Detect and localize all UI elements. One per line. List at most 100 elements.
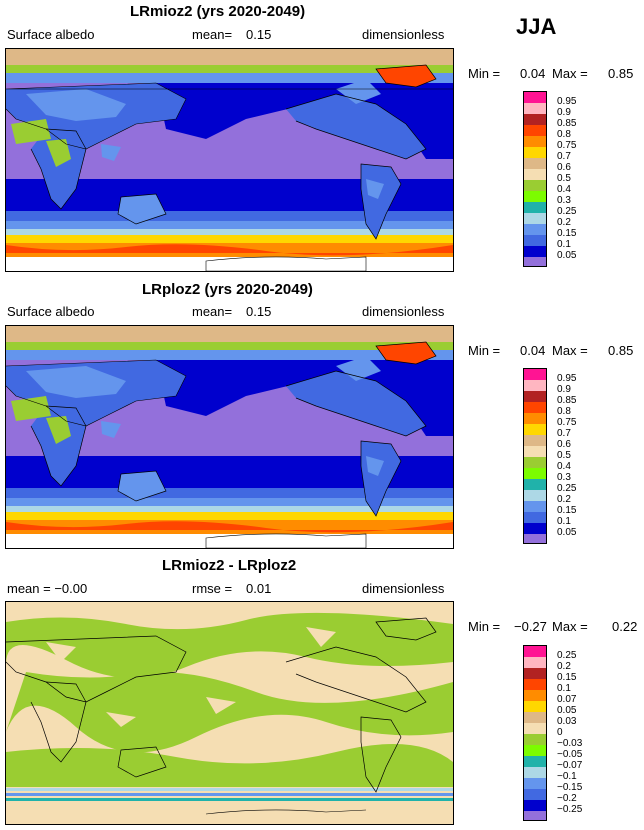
panel1-min-label: Min =	[468, 66, 501, 81]
legend1-label: 0.25	[557, 206, 577, 217]
panel1-map	[5, 48, 454, 272]
legend3-label: 0.1	[557, 683, 571, 694]
panel1-units: dimensionless	[362, 27, 445, 42]
legend1-swatch	[524, 257, 546, 266]
legend3-swatch	[524, 767, 546, 778]
legend3-swatch	[524, 690, 546, 701]
legend2-label: 0.05	[557, 527, 577, 538]
panel3-map	[5, 601, 454, 825]
legend1-swatch	[524, 125, 546, 136]
legend2-label: 0.2	[557, 494, 571, 505]
legend3-label: −0.2	[557, 793, 577, 804]
panel2-min-value: 0.04	[520, 343, 546, 358]
legend3-label: −0.05	[557, 749, 583, 760]
panel2-max-label: Max =	[552, 343, 588, 358]
legend3-swatch	[524, 657, 546, 668]
legend3-label: 0	[557, 727, 563, 738]
legend3-swatch	[524, 723, 546, 734]
panel1-variable-label: Surface albedo	[7, 27, 95, 42]
legend1-swatch	[524, 191, 546, 202]
panel2-title: LRploz2 (yrs 2020-2049)	[142, 281, 313, 298]
legend1-swatch	[524, 202, 546, 213]
legend2-swatch	[524, 413, 546, 424]
legend2-label: 0.8	[557, 406, 571, 417]
panel3-rmse-value: 0.01	[246, 581, 272, 596]
legend2-label: 0.25	[557, 483, 577, 494]
legend3-label: −0.07	[557, 760, 583, 771]
legend2-swatch	[524, 369, 546, 380]
panel2-color-legend	[523, 368, 547, 544]
legend1-swatch	[524, 136, 546, 147]
legend3-label: −0.03	[557, 738, 583, 749]
legend2-swatch	[524, 457, 546, 468]
legend3-swatch	[524, 800, 546, 811]
legend1-label: 0.9	[557, 107, 571, 118]
panel1-title: LRmioz2 (yrs 2020-2049)	[130, 3, 306, 20]
panel2-mean-label: mean=	[192, 304, 233, 319]
legend2-label: 0.75	[557, 417, 577, 428]
legend3-label: 0.05	[557, 705, 577, 716]
legend1-swatch	[524, 235, 546, 246]
panel2-map-graphic	[6, 326, 453, 548]
legend2-swatch	[524, 512, 546, 523]
legend3-swatch	[524, 646, 546, 657]
legend2-swatch	[524, 523, 546, 534]
legend1-label: 0.8	[557, 129, 571, 140]
legend3-label: 0.15	[557, 672, 577, 683]
legend1-swatch	[524, 224, 546, 235]
panel3-color-legend	[523, 645, 547, 821]
legend3-label: 0.25	[557, 650, 577, 661]
panel3-mean-label: mean = −0.00	[7, 581, 88, 596]
legend2-swatch	[524, 391, 546, 402]
panel3-max-label: Max =	[552, 619, 588, 634]
panel3-min-label: Min =	[468, 619, 501, 634]
legend2-swatch	[524, 446, 546, 457]
legend2-label: 0.6	[557, 439, 571, 450]
legend1-swatch	[524, 246, 546, 257]
legend2-swatch	[524, 402, 546, 413]
legend1-label: 0.05	[557, 250, 577, 261]
legend3-label: 0.03	[557, 716, 577, 727]
legend2-swatch	[524, 490, 546, 501]
panel2-min-label: Min =	[468, 343, 501, 358]
legend1-swatch	[524, 92, 546, 103]
legend2-swatch	[524, 534, 546, 543]
legend3-swatch	[524, 789, 546, 800]
legend2-label: 0.85	[557, 395, 577, 406]
panel1-color-legend	[523, 91, 547, 267]
legend2-swatch	[524, 479, 546, 490]
legend1-swatch	[524, 158, 546, 169]
legend1-swatch	[524, 213, 546, 224]
legend2-label: 0.1	[557, 516, 571, 527]
legend1-swatch	[524, 103, 546, 114]
legend3-swatch	[524, 679, 546, 690]
panel1-max-value: 0.85	[608, 66, 634, 81]
legend3-swatch	[524, 756, 546, 767]
panel3-max-value: 0.22	[612, 619, 638, 634]
panel3-map-graphic	[6, 602, 453, 824]
legend3-label: −0.1	[557, 771, 577, 782]
legend1-swatch	[524, 169, 546, 180]
panel2-units: dimensionless	[362, 304, 445, 319]
legend1-label: 0.1	[557, 239, 571, 250]
legend3-swatch	[524, 668, 546, 679]
legend2-label: 0.15	[557, 505, 577, 516]
legend1-label: 0.15	[557, 228, 577, 239]
legend1-label: 0.2	[557, 217, 571, 228]
panel1-max-label: Max =	[552, 66, 588, 81]
legend1-swatch	[524, 180, 546, 191]
legend3-swatch	[524, 712, 546, 723]
legend2-label: 0.9	[557, 384, 571, 395]
panel3-min-value: −0.27	[514, 619, 547, 634]
panel3-rmse-label: rmse =	[192, 581, 233, 596]
legend1-label: 0.5	[557, 173, 571, 184]
legend3-label: −0.15	[557, 782, 583, 793]
legend1-label: 0.85	[557, 118, 577, 129]
panel1-mean-value: 0.15	[246, 27, 272, 42]
legend1-label: 0.75	[557, 140, 577, 151]
legend2-swatch	[524, 435, 546, 446]
legend3-swatch	[524, 734, 546, 745]
legend2-label: 0.95	[557, 373, 577, 384]
legend1-label: 0.3	[557, 195, 571, 206]
legend2-label: 0.3	[557, 472, 571, 483]
